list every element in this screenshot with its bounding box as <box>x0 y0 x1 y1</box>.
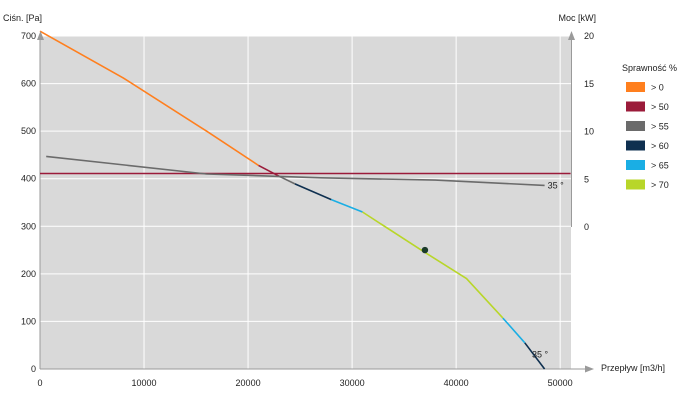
curves <box>39 30 571 370</box>
legend-swatch <box>626 179 645 190</box>
curve-segment <box>39 30 259 167</box>
curve-segment <box>258 164 280 178</box>
x-axis-arrow-icon <box>585 365 594 373</box>
plot-area <box>40 36 571 369</box>
right-tick-label: 10 <box>584 127 594 137</box>
curve-segment <box>294 183 332 201</box>
left-axis-arrow-icon <box>37 31 44 40</box>
x-tick-label: 50000 <box>548 378 573 388</box>
efficiency-legend: Sprawność % > 0 > 50 > 55 > 60 > 65 > 70 <box>622 63 677 190</box>
operating-point-marker <box>421 246 429 254</box>
right-tick-label: 20 <box>584 31 594 41</box>
left-tick-label: 600 <box>21 79 36 89</box>
left-tick-label: 400 <box>21 174 36 184</box>
angle-annotation: 35 ° <box>548 180 565 190</box>
x-tick-label: 40000 <box>444 378 469 388</box>
angle-annotation: 35 ° <box>532 350 549 360</box>
left-axis-label: Ciśn. [Pa] <box>3 13 42 23</box>
x-axis-label: Przepływ [m3/h] <box>601 363 665 373</box>
right-axis-ticks: 0 5 10 15 20 <box>584 31 594 232</box>
curve-segment <box>362 211 504 319</box>
right-axis-arrow-icon <box>568 31 575 40</box>
gridlines <box>39 34 588 370</box>
x-axis-ticks: 0 10000 20000 30000 40000 50000 <box>37 378 572 388</box>
right-axis-label: Moc [kW] <box>559 13 597 23</box>
left-tick-label: 500 <box>21 126 36 136</box>
legend-label: > 0 <box>651 83 664 93</box>
x-tick-label: 20000 <box>236 378 261 388</box>
legend-swatch <box>626 82 645 92</box>
legend-label: > 65 <box>651 161 669 171</box>
right-tick-label: 15 <box>584 79 594 89</box>
left-tick-label: 300 <box>21 221 36 231</box>
annotations: 35 ° 35 ° <box>532 180 564 359</box>
legend-label: > 50 <box>651 102 669 112</box>
left-tick-label: 0 <box>31 364 36 374</box>
legend-swatch <box>626 140 645 151</box>
curve-segment <box>502 317 526 344</box>
legend-label: > 60 <box>651 141 669 151</box>
left-axis-ticks: 0 100 200 300 400 500 600 700 <box>21 31 36 374</box>
curve-segment <box>524 342 546 370</box>
legend-label: > 70 <box>651 180 669 190</box>
left-tick-label: 700 <box>21 31 36 41</box>
legend-swatch <box>626 101 645 112</box>
x-tick-label: 30000 <box>340 378 365 388</box>
x-tick-label: 0 <box>37 378 42 388</box>
x-tick-label: 10000 <box>132 378 157 388</box>
curve-segment <box>278 175 296 185</box>
legend-label: > 55 <box>651 122 669 132</box>
curve-segment <box>46 155 545 187</box>
legend-title: Sprawność % <box>622 63 677 73</box>
left-tick-label: 100 <box>21 316 36 326</box>
legend-swatch <box>626 160 645 170</box>
curve-segment <box>331 198 363 213</box>
left-tick-label: 200 <box>21 269 36 279</box>
right-tick-label: 0 <box>584 222 589 232</box>
right-tick-label: 5 <box>584 174 589 184</box>
legend-swatch <box>626 121 645 131</box>
